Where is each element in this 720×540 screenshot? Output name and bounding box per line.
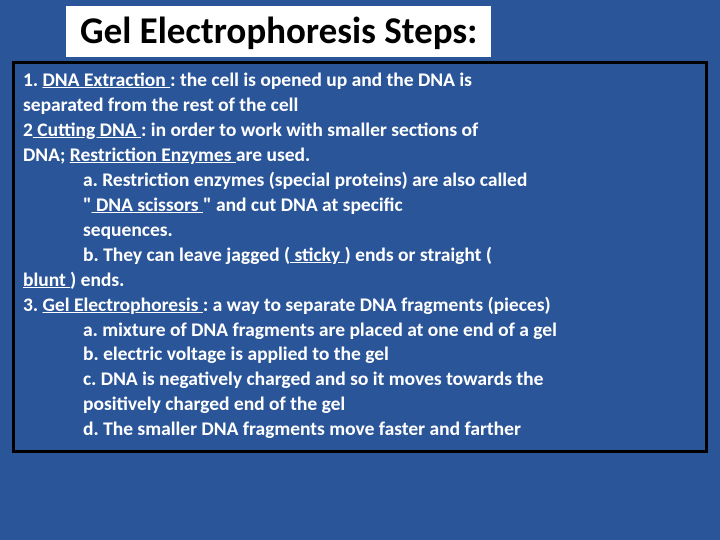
text: 2 xyxy=(23,118,33,142)
text: ) ends. xyxy=(70,268,124,292)
line-14: positively charged end of the gel xyxy=(83,392,697,417)
blank-restriction-enzymes: Restriction Enzymes xyxy=(70,143,236,167)
blank-dna-scissors: DNA scissors xyxy=(92,193,203,217)
line-4: DNA; Restriction Enzymes are used. xyxy=(23,143,697,168)
text: " xyxy=(83,193,92,217)
line-11: a. mixture of DNA fragments are placed a… xyxy=(83,318,697,343)
text: : a way to separate DNA fragments (piece… xyxy=(203,293,551,317)
blank-blunt: blunt xyxy=(23,268,70,292)
text: 1. xyxy=(23,68,43,92)
line-6: " DNA scissors " and cut DNA at specific xyxy=(83,193,697,218)
text: : the cell is opened up and the DNA is xyxy=(170,68,472,92)
line-8: b. They can leave jagged ( sticky ) ends… xyxy=(83,243,697,268)
blank-gel-electrophoresis: Gel Electrophoresis xyxy=(43,293,203,317)
text: are used. xyxy=(236,143,310,167)
line-1: 1. DNA Extraction : the cell is opened u… xyxy=(23,68,697,93)
text: : in order to work with smaller sections… xyxy=(141,118,478,142)
line-13: c. DNA is negatively charged and so it m… xyxy=(83,367,697,392)
text: ) ends or straight ( xyxy=(345,243,492,267)
blank-sticky: sticky xyxy=(290,243,345,267)
line-12: b. electric voltage is applied to the ge… xyxy=(83,342,697,367)
line-10: 3. Gel Electrophoresis : a way to separa… xyxy=(23,293,697,318)
text: " and cut DNA at specific xyxy=(203,193,403,217)
line-3: 2 Cutting DNA : in order to work with sm… xyxy=(23,118,697,143)
line-9: blunt ) ends. xyxy=(23,268,697,293)
text: b. They can leave jagged ( xyxy=(83,243,290,267)
line-2: separated from the rest of the cell xyxy=(23,93,697,118)
blank-cutting-dna: Cutting DNA xyxy=(33,118,141,142)
text: 3. xyxy=(23,293,43,317)
line-15: d. The smaller DNA fragments move faster… xyxy=(83,417,697,442)
slide: Gel Electrophoresis Steps: 1. DNA Extrac… xyxy=(0,0,720,540)
slide-title: Gel Electrophoresis Steps: xyxy=(66,6,491,57)
line-5: a. Restriction enzymes (special proteins… xyxy=(83,168,697,193)
text: DNA; xyxy=(23,143,70,167)
content-box: 1. DNA Extraction : the cell is opened u… xyxy=(12,61,708,453)
title-wrap: Gel Electrophoresis Steps: xyxy=(34,6,710,61)
blank-dna-extraction: DNA Extraction xyxy=(43,68,171,92)
line-7: sequences. xyxy=(83,218,697,243)
